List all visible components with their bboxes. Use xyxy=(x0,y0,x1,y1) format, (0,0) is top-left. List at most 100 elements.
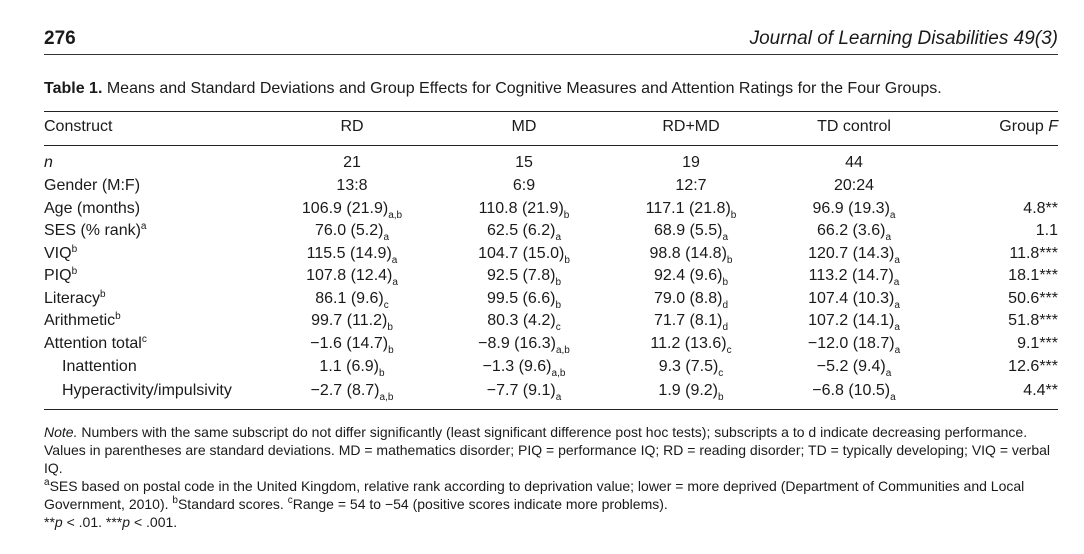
cell-rdmd: 19 xyxy=(635,153,747,173)
cell-md-value: −8.9 (16.3) xyxy=(478,335,556,352)
cell-group-f-value: 50.6 xyxy=(1008,290,1040,307)
col-header-group-f: Group F xyxy=(958,118,1058,136)
cell-rdmd: 12:7 xyxy=(635,176,747,196)
row-construct: Age (months) xyxy=(44,199,140,219)
cell-rdmd-subscript: b xyxy=(722,277,729,288)
cell-rd-subscript: a xyxy=(391,255,398,266)
cell-rd: 21 xyxy=(296,153,408,173)
cell-rd: 86.1 (9.6)c xyxy=(296,289,408,311)
cell-td-subscript: a xyxy=(885,368,892,379)
table-row: VIQb 115.5 (14.9)a 104.7 (15.0)b 98.8 (14.8… xyxy=(44,244,1058,266)
footnote-b-mark: b xyxy=(172,495,178,506)
general-note: Note. Numbers with the same subscript do… xyxy=(44,423,1058,477)
cell-rd-value: 115.5 (14.9) xyxy=(306,245,392,262)
row-construct-label: Arithmetic xyxy=(44,312,116,329)
cell-rdmd: 117.1 (21.8)b xyxy=(635,199,747,221)
cell-group-f: 11.8*** xyxy=(958,244,1058,264)
cell-td: −6.8 (10.5)a xyxy=(798,381,910,403)
table-row: n 21 15 19 44 xyxy=(44,153,1058,173)
cell-td: 120.7 (14.3)a xyxy=(798,244,910,266)
p1-stars: ** xyxy=(44,514,55,530)
cell-group-f: 4.4** xyxy=(958,381,1058,401)
cell-md: −7.7 (9.1)a xyxy=(468,381,580,403)
cell-rdmd-subscript: c xyxy=(718,368,724,379)
cell-td-value: 20:24 xyxy=(833,177,875,194)
cell-group-f-value: 4.8 xyxy=(1023,200,1046,217)
row-construct-label: Age (months) xyxy=(44,200,141,217)
cell-rd-subscript: b xyxy=(379,368,385,379)
cell-rd-value: 76.0 (5.2) xyxy=(314,222,384,239)
table-notes: Note. Numbers with the same subscript do… xyxy=(44,423,1058,531)
journal-title: Journal of Learning Disabilities 49(3) xyxy=(749,28,1058,49)
cell-rd-subscript: b xyxy=(388,345,394,356)
note-label: Note. xyxy=(44,424,78,440)
table-header-rule xyxy=(44,145,1058,146)
cell-td-value: 66.2 (3.6) xyxy=(816,222,886,239)
cell-td: 107.2 (14.1)a xyxy=(798,311,910,333)
cell-rdmd-value: 98.8 (14.8) xyxy=(649,245,727,262)
cell-group-f-stars: *** xyxy=(1039,312,1058,329)
footnote-b-text: Standard scores. xyxy=(177,496,288,512)
cell-md-subscript: b xyxy=(555,277,562,288)
cell-group-f-value: 18.1 xyxy=(1008,267,1040,284)
cell-rd: 99.7 (11.2)b xyxy=(296,311,408,333)
cell-rdmd-value: 19 xyxy=(682,154,700,171)
cell-md: 62.5 (6.2)a xyxy=(468,221,580,243)
cell-md: 99.5 (6.6)b xyxy=(468,289,580,311)
row-construct-label: Literacy xyxy=(44,290,101,307)
cell-rd-subscript: a,b xyxy=(388,210,403,221)
row-construct-label: VIQ xyxy=(44,245,72,262)
cell-group-f: 50.6*** xyxy=(958,289,1058,309)
cell-group-f: 12.6*** xyxy=(958,357,1058,377)
cell-td-value: 107.4 (10.3) xyxy=(808,290,895,307)
cell-group-f-stars: *** xyxy=(1039,358,1058,375)
table-title: Means and Standard Deviations and Group … xyxy=(106,80,942,97)
cell-rdmd-value: 12:7 xyxy=(675,177,707,194)
row-construct: n xyxy=(44,153,53,173)
row-construct-label: Hyperactivity/impulsivity xyxy=(62,382,232,399)
cell-md-value: −1.3 (9.6) xyxy=(482,358,552,375)
cell-rd-value: 99.7 (11.2) xyxy=(311,312,388,329)
table-row: PIQb 107.8 (12.4)a 92.5 (7.8)b 92.4 (9.6)b 1… xyxy=(44,266,1058,288)
cell-td: 113.2 (14.7)a xyxy=(798,266,910,288)
p1-value: < .01. xyxy=(62,514,106,530)
cell-md-value: 15 xyxy=(515,154,533,171)
cell-td-subscript: a xyxy=(893,277,900,288)
cell-td-value: 96.9 (19.3) xyxy=(812,200,890,217)
p1-symbol: p xyxy=(54,514,63,530)
row-construct-sup: c xyxy=(141,334,147,345)
col-header-rd: RD xyxy=(340,118,364,135)
row-construct-label: PIQ xyxy=(44,267,72,284)
cell-md-value: 92.5 (7.8) xyxy=(486,267,556,284)
running-header: 276 Journal of Learning Disabilities 49(… xyxy=(44,28,1058,55)
footnote-c-mark: c xyxy=(287,495,293,506)
cell-rd: 13:8 xyxy=(296,176,408,196)
cell-rdmd-value: 117.1 (21.8) xyxy=(645,200,731,217)
cell-group-f-value: 1.1 xyxy=(1035,222,1058,239)
cell-md: 104.7 (15.0)b xyxy=(468,244,580,266)
cell-rdmd: 71.7 (8.1)d xyxy=(635,311,747,333)
col-header-group-f-symbol: F xyxy=(1048,118,1058,135)
cell-group-f-stars: ** xyxy=(1045,382,1058,399)
row-construct-sup: b xyxy=(71,244,78,255)
col-header-md: MD xyxy=(511,118,537,135)
cell-group-f-stars: *** xyxy=(1039,335,1058,352)
cell-rd-value: 13:8 xyxy=(336,177,368,194)
cell-md-subscript: b xyxy=(563,210,570,221)
cell-td: −5.2 (9.4)a xyxy=(798,357,910,379)
cell-group-f: 9.1*** xyxy=(958,334,1058,354)
cell-rdmd: 68.9 (5.5)a xyxy=(635,221,747,243)
table-row: Arithmeticb 99.7 (11.2)b 80.3 (4.2)c 71.7 (… xyxy=(44,311,1058,333)
col-header-group-f-prefix: Group xyxy=(999,118,1049,135)
cell-rd-subscript: a xyxy=(383,232,390,243)
cell-rd-value: 1.1 (6.9) xyxy=(319,358,380,375)
row-construct: PIQb xyxy=(44,266,77,286)
row-construct: Gender (M:F) xyxy=(44,176,140,196)
table-header-row: Construct RD MD RD+MD TD control Group F xyxy=(44,118,1058,142)
page-number: 276 xyxy=(44,28,76,49)
cell-td-value: −6.8 (10.5) xyxy=(812,382,891,399)
cell-md-value: 99.5 (6.6) xyxy=(486,290,556,307)
col-header-rdmd: RD+MD xyxy=(662,118,720,135)
row-construct-label: Attention total xyxy=(44,335,142,352)
cell-td-value: −5.2 (9.4) xyxy=(816,358,886,375)
